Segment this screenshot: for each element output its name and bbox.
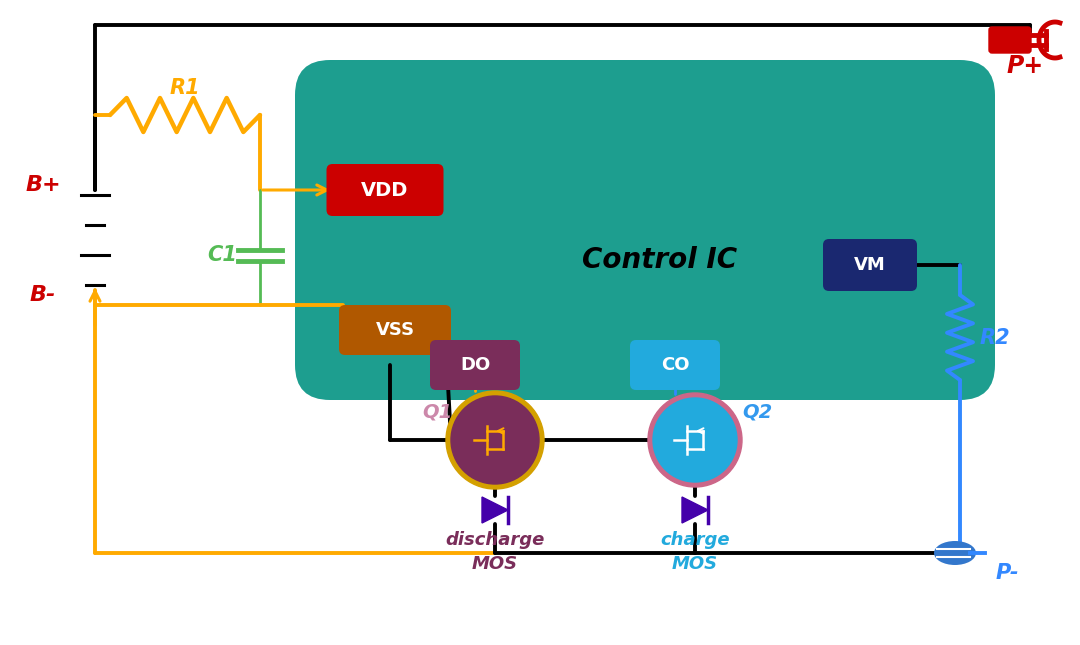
Text: R2: R2 <box>980 328 1010 348</box>
Text: R1: R1 <box>170 78 200 98</box>
Text: B-: B- <box>30 285 56 305</box>
Circle shape <box>653 398 737 482</box>
Text: VDD: VDD <box>362 181 408 199</box>
FancyBboxPatch shape <box>430 340 519 390</box>
Text: VM: VM <box>854 256 886 274</box>
Circle shape <box>451 396 539 484</box>
Text: P+: P+ <box>1007 54 1043 78</box>
Text: charge
MOS: charge MOS <box>660 531 730 573</box>
Polygon shape <box>681 497 708 523</box>
Ellipse shape <box>934 541 976 565</box>
Text: Q2: Q2 <box>742 402 772 421</box>
Text: P-: P- <box>996 563 1018 583</box>
Text: Q1: Q1 <box>422 402 453 421</box>
Text: C1: C1 <box>207 245 237 265</box>
Text: discharge
MOS: discharge MOS <box>445 531 544 573</box>
Circle shape <box>648 393 742 487</box>
Circle shape <box>446 391 544 489</box>
FancyBboxPatch shape <box>326 164 444 216</box>
Text: B+: B+ <box>25 175 60 195</box>
Text: CO: CO <box>661 356 689 374</box>
Text: DO: DO <box>460 356 490 374</box>
Text: Control IC: Control IC <box>582 246 738 274</box>
FancyBboxPatch shape <box>295 60 995 400</box>
Text: VSS: VSS <box>376 321 415 339</box>
FancyBboxPatch shape <box>823 239 917 291</box>
FancyBboxPatch shape <box>630 340 720 390</box>
FancyBboxPatch shape <box>339 305 451 355</box>
Polygon shape <box>482 497 508 523</box>
FancyBboxPatch shape <box>989 27 1031 53</box>
